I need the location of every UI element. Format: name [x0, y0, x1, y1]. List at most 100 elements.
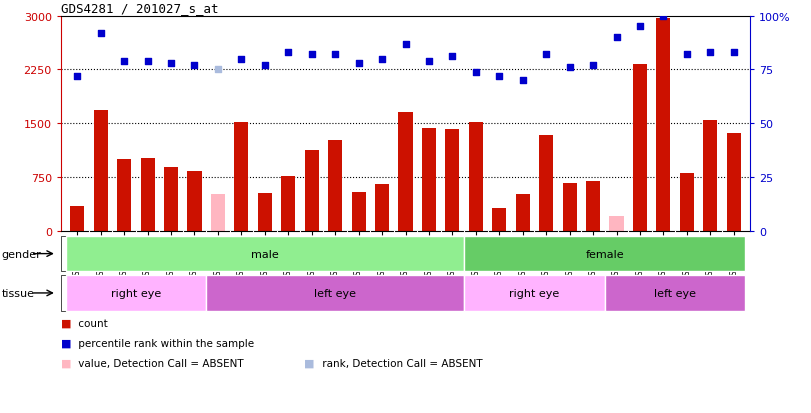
Bar — [633, 64, 647, 231]
Text: GSM685651: GSM685651 — [190, 233, 199, 279]
Bar — [703, 121, 718, 231]
Point — [470, 69, 483, 76]
Bar — [140, 158, 155, 231]
Bar — [656, 19, 671, 231]
Text: count: count — [75, 318, 108, 328]
Point — [212, 67, 225, 74]
Bar — [464, 275, 605, 311]
Bar — [258, 193, 272, 231]
Text: gender: gender — [2, 249, 41, 259]
Text: GSM686984: GSM686984 — [518, 233, 527, 279]
Bar — [305, 151, 319, 231]
Bar — [352, 192, 366, 231]
Point — [94, 31, 107, 37]
Bar — [516, 195, 530, 231]
Bar — [164, 168, 178, 231]
Text: GSM686963: GSM686963 — [378, 233, 387, 280]
Text: right eye: right eye — [509, 288, 560, 298]
Text: ■: ■ — [61, 358, 71, 368]
Bar — [211, 194, 225, 231]
Text: right eye: right eye — [111, 288, 161, 298]
Bar — [71, 206, 84, 231]
Text: GSM685523: GSM685523 — [331, 233, 340, 279]
Text: GSM687001: GSM687001 — [682, 233, 691, 279]
Text: GSM686961: GSM686961 — [213, 233, 222, 279]
Bar — [281, 177, 295, 231]
Text: GSM685650: GSM685650 — [166, 233, 175, 280]
Bar — [610, 217, 624, 231]
Bar — [187, 172, 201, 231]
Bar — [117, 160, 131, 231]
Text: female: female — [586, 249, 624, 259]
Point — [704, 50, 717, 56]
Text: GSM685472: GSM685472 — [97, 233, 105, 279]
Bar — [605, 275, 745, 311]
Bar — [492, 209, 506, 231]
Text: GSM685652: GSM685652 — [659, 233, 668, 279]
Text: percentile rank within the sample: percentile rank within the sample — [75, 338, 255, 348]
Bar — [375, 185, 389, 231]
Text: GSM686986: GSM686986 — [401, 233, 410, 279]
Text: GSM686991: GSM686991 — [448, 233, 457, 279]
Text: GSM686962: GSM686962 — [237, 233, 246, 279]
Text: GSM686990: GSM686990 — [284, 233, 293, 280]
Text: GSM686985: GSM686985 — [542, 233, 551, 279]
Text: GDS4281 / 201027_s_at: GDS4281 / 201027_s_at — [61, 2, 218, 15]
Bar — [66, 236, 464, 272]
Point — [399, 41, 412, 48]
Text: value, Detection Call = ABSENT: value, Detection Call = ABSENT — [75, 358, 244, 368]
Point — [118, 58, 131, 65]
Bar — [234, 123, 248, 231]
Text: GSM687004: GSM687004 — [589, 233, 598, 280]
Point — [657, 13, 670, 20]
Text: GSM685602: GSM685602 — [495, 233, 504, 279]
Bar — [398, 113, 413, 231]
Bar — [328, 141, 342, 231]
Text: tissue: tissue — [2, 288, 35, 298]
Text: male: male — [251, 249, 279, 259]
Point — [165, 60, 178, 67]
Point — [610, 35, 623, 41]
Text: GSM685471: GSM685471 — [73, 233, 82, 279]
Point — [259, 63, 272, 69]
Point — [633, 24, 646, 31]
Text: left eye: left eye — [314, 288, 356, 298]
Text: GSM687003: GSM687003 — [729, 233, 738, 280]
Text: GSM685474: GSM685474 — [471, 233, 480, 280]
Text: GSM686989: GSM686989 — [424, 233, 433, 279]
Text: GSM685470: GSM685470 — [612, 233, 621, 280]
Point — [586, 63, 599, 69]
Bar — [539, 136, 553, 231]
Text: GSM685603: GSM685603 — [354, 233, 363, 280]
Text: GSM685475: GSM685475 — [636, 233, 645, 280]
Text: left eye: left eye — [654, 288, 696, 298]
Point — [539, 52, 552, 59]
Point — [563, 65, 576, 71]
Text: GSM687002: GSM687002 — [706, 233, 714, 279]
Bar — [445, 130, 459, 231]
Point — [328, 52, 341, 59]
Point — [680, 52, 693, 59]
Text: GSM686987: GSM686987 — [565, 233, 574, 279]
Text: GSM685522: GSM685522 — [307, 233, 316, 279]
Point — [71, 74, 84, 80]
Bar — [93, 111, 108, 231]
Text: ■: ■ — [304, 358, 315, 368]
Text: GSM686988: GSM686988 — [260, 233, 269, 279]
Bar — [464, 236, 745, 272]
Bar — [422, 129, 436, 231]
Bar — [66, 275, 206, 311]
Bar — [206, 275, 464, 311]
Text: GSM685601: GSM685601 — [143, 233, 152, 279]
Bar — [586, 181, 600, 231]
Text: GSM685473: GSM685473 — [120, 233, 129, 280]
Point — [352, 60, 365, 67]
Point — [517, 78, 530, 84]
Point — [281, 50, 294, 56]
Bar — [680, 174, 694, 231]
Point — [235, 56, 248, 63]
Point — [375, 56, 388, 63]
Point — [141, 58, 154, 65]
Point — [423, 58, 436, 65]
Text: ■: ■ — [61, 318, 71, 328]
